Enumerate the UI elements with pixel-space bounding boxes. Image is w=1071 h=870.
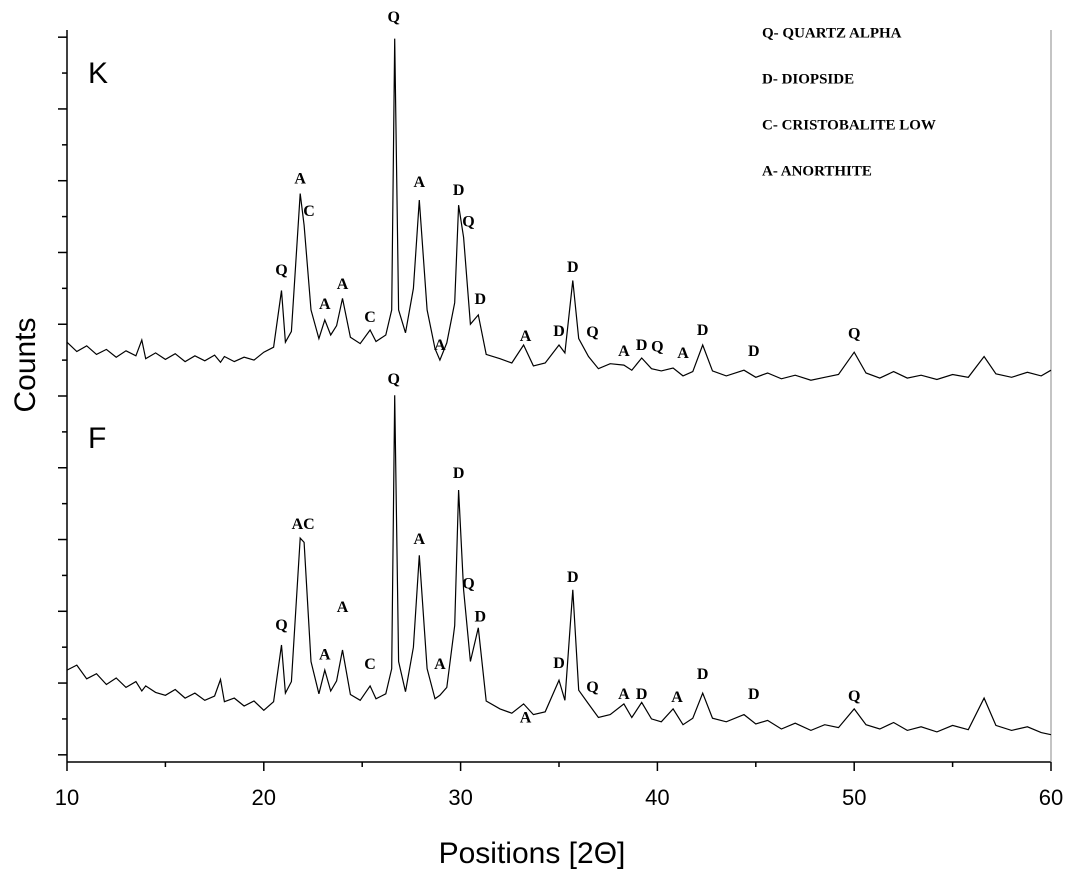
x-tick-label: 20 [252,785,276,810]
peak-label: D [697,666,709,683]
peak-label: D [697,322,709,339]
peak-label: D [453,182,465,199]
peak-label: AC [292,516,315,533]
peak-label: C [364,309,376,326]
peak-label: Q [651,339,663,356]
peak-label: D [553,655,565,672]
peak-label: Q [387,9,399,26]
peak-label: A [434,337,446,354]
peak-label: A [319,296,331,313]
key-entry: D- DIOPSIDE [762,71,854,87]
key-entry: C- CRISTOBALITE LOW [762,117,936,133]
peak-label: A [677,345,689,362]
x-tick-label: 30 [448,785,472,810]
x-tick-label: 60 [1039,785,1063,810]
peak-label: A [337,599,349,616]
peak-label: Q [848,326,860,343]
peak-label: A [294,171,306,188]
x-tick-label: 10 [55,785,79,810]
series-label: K [88,57,108,90]
x-tick-label: 40 [645,785,669,810]
peak-label: D [474,608,486,625]
peak-label: D [567,569,579,586]
peak-label: C [303,203,315,220]
peak-label: A [319,646,331,663]
peak-label: C [364,656,376,673]
peak-label: Q [462,214,474,231]
peak-label: A [520,710,532,727]
peak-label: D [636,686,648,703]
peak-label: D [567,259,579,276]
peak-label: Q [275,617,287,634]
peak-label: Q [586,679,598,696]
peak-label: A [413,531,425,548]
peak-label: Q [462,575,474,592]
x-tick-label: 50 [842,785,866,810]
peak-label: Q [387,371,399,388]
peak-label: D [453,465,465,482]
peak-label: D [474,291,486,308]
x-axis-title: Positions [2Θ] [439,837,626,870]
y-axis-title: Counts [9,317,42,412]
peak-label: A [434,656,446,673]
series-label: F [88,422,106,455]
peak-label: A [618,686,630,703]
peak-label: D [636,337,648,354]
peak-label: Q [586,324,598,341]
peak-label: Q [275,262,287,279]
peak-label: A [337,276,349,293]
trace [66,395,1052,736]
peak-label: D [553,323,565,340]
peak-label: Q [848,688,860,705]
trace [66,38,1052,381]
peak-label: A [671,689,683,706]
peak-label: A [520,328,532,345]
peak-label: D [748,686,760,703]
key-entry: A- ANORTHITE [762,163,872,179]
peak-label: A [618,343,630,360]
key-entry: Q- QUARTZ ALPHA [762,25,902,41]
peak-label: D [748,343,760,360]
peak-label: A [413,174,425,191]
